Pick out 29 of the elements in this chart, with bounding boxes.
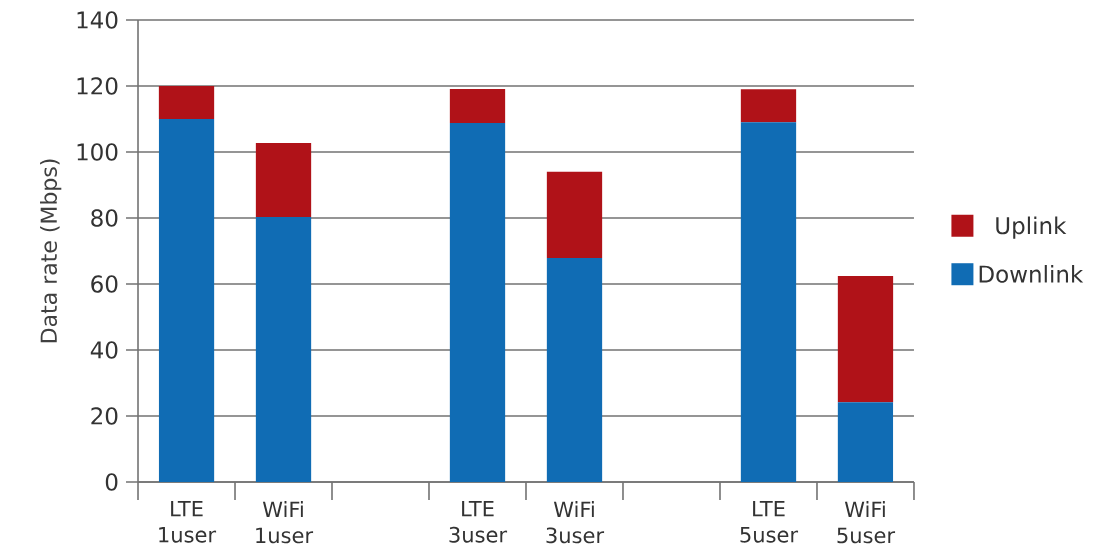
bar bbox=[449, 88, 506, 123]
x-tick-label: WiFi 5user bbox=[837, 501, 896, 544]
y-tick-label: 60 bbox=[91, 275, 118, 293]
y-axis-title: Data rate (Mbps) bbox=[40, 159, 62, 343]
x-tick-label: LTE 3user bbox=[449, 501, 508, 543]
bar bbox=[837, 402, 894, 482]
x-tick-label: WiFi 3user bbox=[546, 501, 605, 544]
bar bbox=[449, 122, 506, 482]
x-tick-label: LTE 1user bbox=[159, 501, 217, 543]
legend-label: Downlink bbox=[979, 264, 1084, 283]
y-tick-label: 140 bbox=[77, 11, 118, 29]
y-tick-label: 100 bbox=[77, 143, 118, 161]
bar bbox=[740, 89, 797, 123]
bar bbox=[255, 217, 312, 482]
x-tick-label: WiFi 1user bbox=[256, 501, 314, 544]
legend-label: Uplink bbox=[996, 216, 1067, 239]
bar bbox=[158, 85, 215, 119]
bar bbox=[740, 122, 797, 482]
y-tick-label: 80 bbox=[91, 209, 118, 227]
y-tick-label: 120 bbox=[77, 77, 118, 95]
bar bbox=[546, 257, 603, 482]
bar bbox=[158, 118, 215, 482]
bar bbox=[255, 143, 312, 217]
y-tick-label: 0 bbox=[105, 473, 118, 491]
bar bbox=[546, 171, 603, 258]
x-tick-label: LTE 5user bbox=[740, 501, 799, 543]
bar bbox=[837, 276, 894, 403]
y-tick-label: 20 bbox=[91, 407, 118, 425]
y-tick-label: 40 bbox=[90, 341, 118, 359]
